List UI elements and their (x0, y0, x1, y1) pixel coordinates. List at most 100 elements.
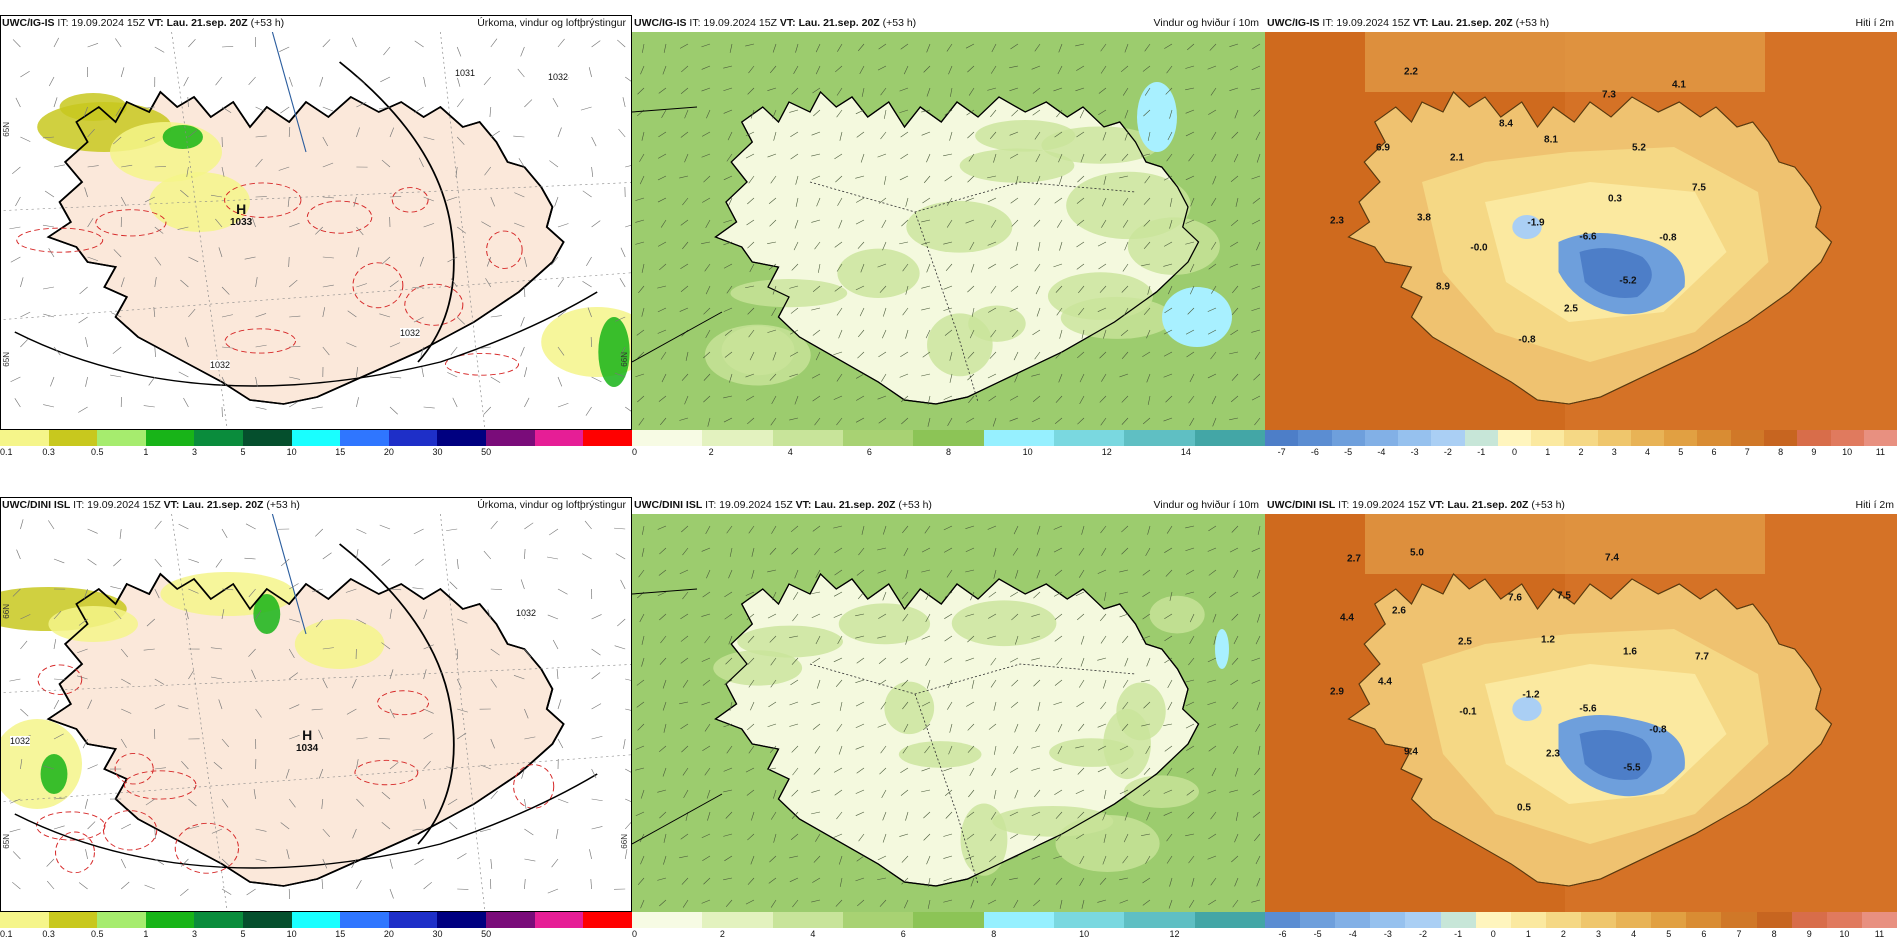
wind-map[interactable] (632, 32, 1265, 430)
wind-arrow (966, 811, 975, 818)
colorbar-tick-label: 6 (900, 929, 906, 939)
wind-arrow (1077, 417, 1085, 425)
wind-barb (557, 376, 563, 387)
wind-arrow (944, 657, 953, 663)
panel-title: Vindur og hviður í 10m (1153, 17, 1259, 29)
wind-arrow (816, 197, 821, 207)
wind-barb (289, 345, 301, 348)
wind-arrow (1013, 745, 1019, 754)
wind-barb (447, 372, 458, 378)
wind-arrow (1053, 263, 1063, 268)
wind-barb (483, 406, 492, 415)
wind-barb (449, 821, 458, 830)
wind-arrow (811, 307, 821, 311)
wind-arrow (1122, 263, 1129, 272)
wind-arrow (1163, 241, 1173, 247)
wind-barb (210, 676, 223, 680)
wind-arrow (683, 789, 689, 798)
wind-arrow (635, 767, 645, 771)
wind-arrow (789, 855, 799, 859)
wind-barb (221, 166, 225, 177)
wind-arrow (746, 219, 755, 226)
panel-header: UWC/DINI ISL IT: 19.09.2024 15Z VT: Lau.… (0, 497, 632, 513)
colorbar-swatch (1265, 912, 1301, 928)
temp-map[interactable]: 2.7 5.0 7.4 7.6 7.5 4.4 2.6 2.5 1.2 1.6 7.7 4.4 2.9-… (1265, 514, 1897, 912)
wind-barb (83, 106, 88, 117)
wind-arrow (905, 569, 909, 579)
wind-arrow (837, 43, 843, 52)
wind-arrow (949, 351, 953, 361)
wind-barb (255, 858, 267, 862)
wind-arrow (771, 395, 777, 405)
wind-arrow (905, 197, 909, 207)
wind-arrow (1235, 197, 1239, 207)
wind-arrow (638, 285, 645, 294)
wind-arrow (1185, 329, 1195, 335)
wind-arrow (946, 197, 953, 206)
wind-arrow (728, 569, 733, 579)
colorbar-swatch (48, 912, 98, 928)
wind-arrow (835, 175, 843, 183)
wind-arrow (770, 899, 777, 908)
wind-arrow (635, 745, 645, 750)
wind-map[interactable] (632, 514, 1265, 912)
wind-barb (356, 879, 362, 890)
wind-arrow (1251, 679, 1261, 684)
wind-arrow (1231, 613, 1239, 621)
wind-barb (456, 98, 464, 108)
wind-arrow (1169, 877, 1173, 887)
wind-arrow (1079, 569, 1085, 578)
wind-barb (513, 135, 525, 138)
wind-arrow (1011, 329, 1019, 338)
wind-arrow (905, 811, 909, 821)
wind-barb (42, 136, 55, 139)
wind-arrow (702, 591, 711, 598)
wind-arrow (856, 395, 865, 401)
wind-barb (389, 127, 395, 138)
precip-map[interactable]: H 1033 1031 1032 1032 1032 65N 65N 66N (0, 32, 632, 430)
wind-arrow (1013, 525, 1019, 535)
temp-map[interactable]: 2.2 7.3 4.1 8.4 8.1 6.9 2.1 5.2 0.3 7.5 2.3 3.8 -1.9… (1265, 32, 1897, 430)
wind-arrow (641, 263, 645, 273)
wind-arrow (905, 285, 909, 295)
wind-barb (524, 828, 534, 836)
model-name: UWC/IG-IS (2, 17, 55, 29)
wind-arrow (638, 569, 645, 578)
panel-header: UWC/DINI ISL IT: 19.09.2024 15Z VT: Lau.… (1265, 497, 1900, 513)
wind-barb (356, 76, 365, 85)
wind-barb (322, 136, 329, 147)
wind-arrow (663, 723, 667, 733)
colorbar-tick-label: 10 (286, 447, 297, 457)
wind-barb (245, 523, 256, 530)
colorbar-swatch (340, 912, 389, 928)
wind-arrow (1097, 657, 1107, 661)
wind-arrow (1229, 417, 1239, 421)
wind-barb (524, 99, 533, 108)
wind-arrow (882, 241, 887, 251)
wind-arrow (901, 417, 909, 425)
wind-arrow (792, 899, 799, 908)
wind-barb (582, 553, 592, 560)
wind-barb (154, 704, 165, 710)
precip-area (598, 317, 630, 387)
wind-barb (10, 376, 21, 382)
wind-arrow (836, 307, 843, 316)
wind-arrow (816, 679, 821, 689)
colorbar-swatch (486, 430, 535, 446)
wind-arrow (791, 547, 799, 555)
wind-barb (53, 825, 65, 830)
wind-arrow (1235, 811, 1239, 821)
wind-arrow (1251, 263, 1261, 267)
colorbar-tick-label: -6 (1278, 929, 1287, 939)
wind-barb (381, 558, 391, 566)
wind-arrow (1164, 547, 1173, 553)
wind-arrow (641, 307, 645, 317)
wind-arrow (966, 701, 975, 707)
wind-arrow (1166, 65, 1173, 74)
precip-map[interactable]: H 1034 1032 1032 66N 65N 66N (0, 514, 632, 912)
wind-arrow (1163, 723, 1173, 726)
wind-arrow (969, 329, 975, 339)
colorbar-swatch (1464, 430, 1498, 446)
wind-arrow (1229, 87, 1239, 91)
wind-barb (9, 828, 21, 833)
